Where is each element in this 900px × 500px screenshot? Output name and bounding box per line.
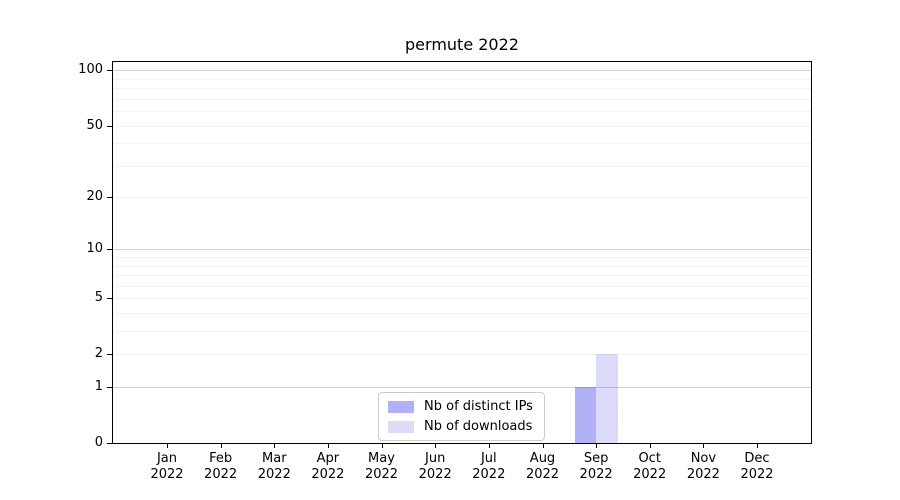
y-gridline-minor	[113, 331, 811, 333]
x-tick-label: Jun 2022	[402, 451, 468, 483]
y-gridline-minor	[113, 125, 811, 127]
y-gridline-minor	[113, 257, 811, 259]
legend-label-downloads: Nb of downloads	[424, 419, 533, 434]
x-tick-month: May	[368, 451, 395, 466]
y-gridline-minor	[113, 197, 811, 199]
y-tick-label: 5	[94, 290, 103, 306]
x-tick-month: Jan	[156, 451, 178, 466]
x-tick-label: Sep 2022	[563, 451, 629, 483]
x-tick-year: 2022	[579, 467, 613, 482]
x-tick-year: 2022	[525, 467, 560, 482]
legend-label-distinct-ips: Nb of distinct IPs	[424, 399, 533, 414]
legend-swatch-downloads	[388, 420, 414, 433]
y-gridline-minor	[113, 78, 811, 80]
legend-swatch-distinct-ips	[388, 400, 414, 413]
bar-distinct-ips	[574, 387, 597, 443]
x-tick-month: Jun	[425, 451, 446, 466]
x-tick-label: May 2022	[349, 451, 415, 483]
y-gridline-minor	[113, 88, 811, 90]
x-tick-label: Jan 2022	[134, 451, 200, 483]
legend: Nb of distinct IPs Nb of downloads	[378, 392, 545, 441]
x-tick-label: Jul 2022	[456, 451, 522, 483]
y-gridline-major	[113, 70, 811, 72]
y-tick-label: 0	[94, 435, 103, 450]
y-gridline-minor	[113, 298, 811, 300]
y-gridline-minor	[113, 275, 811, 277]
y-tick-label: 10	[86, 241, 103, 257]
y-gridline-minor	[113, 313, 811, 314]
y-tick-label: 20	[86, 189, 103, 205]
y-tick-label: 50	[86, 117, 103, 133]
x-tick-year: 2022	[257, 467, 291, 482]
x-tick-month: Apr	[316, 451, 340, 466]
x-tick-month: Aug	[529, 451, 556, 466]
x-tick-year: 2022	[686, 467, 720, 482]
x-tick-label: Mar 2022	[241, 451, 307, 483]
x-tick-month: Jul	[480, 451, 497, 466]
y-gridline-minor	[113, 285, 811, 287]
y-tick-label: 1	[94, 379, 103, 394]
x-tick-label: Dec 2022	[724, 451, 790, 483]
x-tick-year: 2022	[364, 467, 399, 482]
y-gridline-minor	[113, 354, 811, 356]
y-gridline-minor	[113, 98, 811, 100]
x-tick-month: Sep	[583, 451, 609, 466]
y-tick-label: 2	[94, 346, 103, 362]
y-gridline-major	[113, 387, 811, 388]
x-tick-month: Oct	[638, 451, 661, 466]
y-tick-label: 100	[78, 62, 103, 78]
x-tick-label: Aug 2022	[510, 451, 576, 483]
x-tick-label: Apr 2022	[295, 451, 361, 483]
x-tick-year: 2022	[472, 467, 506, 482]
x-tick-year: 2022	[633, 467, 667, 482]
y-gridline-major	[113, 249, 811, 251]
y-gridline-minor	[113, 265, 811, 267]
x-tick-month: Feb	[209, 451, 233, 466]
x-tick-month: Mar	[262, 451, 287, 466]
x-tick-label: Nov 2022	[670, 451, 736, 483]
y-gridline-minor	[113, 165, 811, 167]
x-tick-year: 2022	[204, 467, 238, 482]
x-tick-label: Feb 2022	[188, 451, 254, 483]
x-tick-year: 2022	[740, 467, 774, 482]
x-tick-year: 2022	[311, 467, 345, 482]
x-tick-year: 2022	[418, 467, 452, 482]
y-gridline-minor	[113, 143, 811, 145]
legend-item-downloads: Nb of downloads	[388, 419, 533, 434]
x-tick-label: Oct 2022	[617, 451, 683, 483]
y-gridline-minor	[113, 111, 811, 113]
chart-title: permute 2022	[405, 35, 519, 54]
x-tick-month: Dec	[744, 451, 770, 466]
x-tick-year: 2022	[150, 467, 184, 482]
legend-item-distinct-ips: Nb of distinct IPs	[388, 399, 533, 414]
x-tick-month: Nov	[690, 451, 717, 466]
plot-area	[112, 61, 812, 444]
bar-downloads	[596, 354, 618, 443]
